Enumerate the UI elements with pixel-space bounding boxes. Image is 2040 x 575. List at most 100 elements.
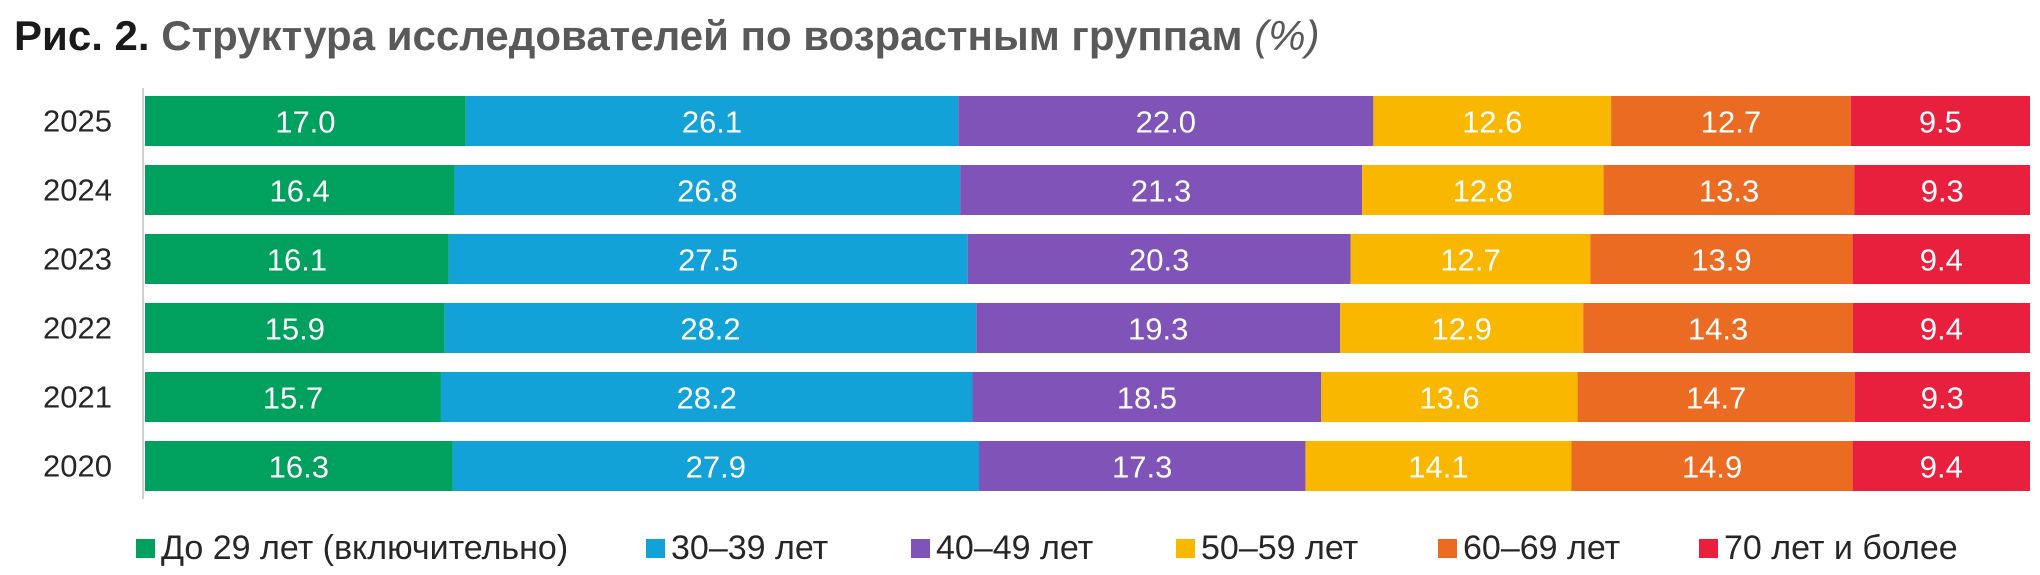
bar-segment-1 — [145, 234, 449, 284]
legend-item: 60–69 лет — [1438, 525, 1620, 571]
category-label: 2022 — [43, 311, 112, 346]
data-label: 14.7 — [1686, 381, 1746, 416]
data-label: 26.1 — [682, 105, 742, 140]
bar-segment-6 — [1852, 303, 2030, 353]
category-label: 2021 — [43, 380, 112, 415]
category-label: 2020 — [43, 449, 112, 484]
legend-swatch — [1699, 538, 1718, 558]
legend-swatch — [1438, 538, 1457, 558]
data-label: 9.4 — [1920, 243, 1963, 278]
category-label: 2024 — [43, 173, 112, 208]
data-label: 12.8 — [1453, 174, 1513, 209]
bar-segment-5 — [1577, 372, 1855, 422]
bar-segment-1 — [145, 96, 466, 146]
data-label: 17.0 — [275, 105, 335, 140]
bar-segment-2 — [465, 96, 959, 146]
legend-label: 70 лет и более — [1724, 528, 1958, 567]
legend-label: 30–39 лет — [671, 528, 829, 567]
legend-item: 30–39 лет — [646, 525, 828, 571]
bar-segment-3 — [958, 96, 1374, 146]
data-label: 22.0 — [1136, 105, 1196, 140]
category-label: 2025 — [43, 104, 112, 139]
legend-swatch — [1176, 538, 1195, 558]
data-label: 12.9 — [1432, 312, 1492, 347]
bar-segment-2 — [448, 234, 968, 284]
bar-segment-5 — [1583, 303, 1853, 353]
data-label: 14.3 — [1688, 312, 1748, 347]
legend-label: 40–49 лет — [936, 528, 1094, 567]
bar-segment-6 — [1854, 165, 2030, 215]
bar-segment-4 — [1350, 234, 1591, 284]
bar-segment-4 — [1340, 303, 1584, 353]
bar-segment-2 — [452, 441, 980, 491]
bar-segment-6 — [1854, 372, 2030, 422]
data-label: 21.3 — [1131, 174, 1191, 209]
figure-number: Рис. 2. — [14, 12, 150, 59]
bar-segment-2 — [454, 165, 961, 215]
bar-segment-4 — [1362, 165, 1604, 215]
bar-segment-5 — [1571, 441, 1853, 491]
data-label: 18.5 — [1117, 381, 1177, 416]
bar-segment-3 — [960, 165, 1363, 215]
legend-item: 40–49 лет — [911, 525, 1093, 571]
legend-swatch — [911, 538, 930, 558]
bar-segment-4 — [1321, 372, 1578, 422]
bar-segment-1 — [145, 165, 455, 215]
legend-item: 70 лет и более — [1699, 525, 1958, 571]
stacked-bar-chart: 2025 17.0 26.1 22.0 12.6 12.7 9.5 2024 16.4 26.8 2… — [43, 88, 2030, 499]
data-label: 27.5 — [678, 243, 738, 278]
data-label: 28.2 — [677, 381, 737, 416]
data-label: 16.4 — [270, 174, 330, 209]
data-label: 28.2 — [680, 312, 740, 347]
data-label: 13.6 — [1419, 381, 1479, 416]
bar-segment-3 — [967, 234, 1351, 284]
chart-unit: (%) — [1254, 12, 1320, 59]
data-label: 19.3 — [1128, 312, 1188, 347]
chart-title: Рис. 2. Структура исследователей по возр… — [14, 8, 1320, 64]
data-label: 12.7 — [1701, 105, 1761, 140]
chart-legend: До 29 лет (включительно) 30–39 лет 40–49 л… — [136, 525, 2036, 571]
data-label: 9.3 — [1921, 174, 1964, 209]
bar-segment-6 — [1850, 96, 2030, 146]
data-label: 17.3 — [1112, 450, 1172, 485]
data-label: 9.3 — [1921, 381, 1964, 416]
data-label: 20.3 — [1129, 243, 1189, 278]
bar-segment-6 — [1852, 441, 2030, 491]
bar-segment-5 — [1590, 234, 1853, 284]
bar-segment-1 — [145, 441, 453, 491]
bar-segment-5 — [1603, 165, 1855, 215]
bar-segment-5 — [1611, 96, 1851, 146]
bar-segment-3 — [979, 441, 1306, 491]
bar-segment-6 — [1852, 234, 2030, 284]
legend-item: До 29 лет (включительно) — [136, 525, 568, 571]
data-label: 15.9 — [265, 312, 325, 347]
data-label: 13.9 — [1691, 243, 1751, 278]
data-label: 9.4 — [1920, 312, 1963, 347]
legend-swatch — [136, 538, 155, 558]
bar-segment-1 — [145, 303, 445, 353]
category-label: 2023 — [43, 242, 112, 277]
data-label: 26.8 — [677, 174, 737, 209]
data-label: 9.5 — [1919, 105, 1962, 140]
legend-label: До 29 лет (включительно) — [161, 528, 569, 567]
data-label: 12.7 — [1440, 243, 1500, 278]
bar-segment-3 — [976, 303, 1341, 353]
bar-segment-1 — [145, 372, 441, 422]
legend-swatch — [646, 538, 665, 558]
data-label: 12.6 — [1462, 105, 1522, 140]
legend-label: 50–59 лет — [1201, 528, 1359, 567]
bar-segment-3 — [972, 372, 1322, 422]
legend-item: 50–59 лет — [1176, 525, 1358, 571]
data-label: 9.4 — [1920, 450, 1963, 485]
data-label: 27.9 — [686, 450, 746, 485]
chart-title-text: Структура исследователей по возрастным г… — [161, 12, 1243, 59]
bar-segment-2 — [444, 303, 977, 353]
bar-segment-2 — [440, 372, 973, 422]
data-label: 13.3 — [1699, 174, 1759, 209]
bar-segment-4 — [1373, 96, 1612, 146]
data-label: 15.7 — [263, 381, 323, 416]
data-label: 16.1 — [267, 243, 327, 278]
data-label: 16.3 — [269, 450, 329, 485]
data-label: 14.9 — [1682, 450, 1742, 485]
bar-segment-4 — [1305, 441, 1572, 491]
